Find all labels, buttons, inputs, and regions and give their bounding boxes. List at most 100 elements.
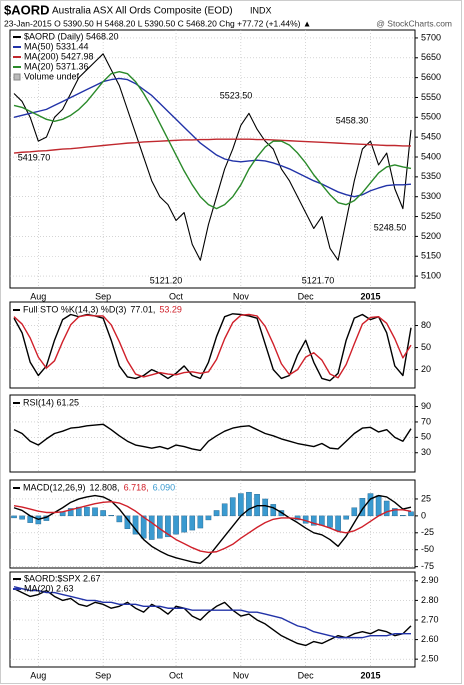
histogram-bar	[197, 515, 204, 529]
y-tick-label: 2.50	[421, 654, 439, 664]
histogram-bar	[408, 511, 414, 517]
y-tick-label: 5300	[421, 191, 441, 201]
quote: 23-Jan-2015 O 5390.50 H 5468.20 L 5390.5…	[4, 18, 311, 28]
panel-frame	[9, 479, 416, 569]
panel-title: MACD(12,26,9)	[23, 482, 86, 492]
histogram-bar	[84, 506, 90, 517]
histogram-bar	[132, 515, 139, 535]
y-tick-label: 0	[421, 510, 426, 520]
histogram-bar	[205, 515, 212, 521]
series-line	[13, 77, 412, 198]
series-line	[13, 138, 412, 154]
histogram-bar	[165, 515, 171, 538]
histogram-bar	[327, 515, 333, 528]
y-tick-label: 5600	[421, 72, 441, 82]
y-tick-label: 5150	[421, 251, 441, 261]
series-line	[13, 313, 412, 379]
price-annotation: 5419.70	[18, 152, 51, 162]
y-tick-label: 50	[421, 342, 431, 352]
histogram-bar	[375, 495, 382, 517]
x-tick-label: Oct	[169, 291, 184, 301]
histogram-bar	[148, 515, 155, 540]
panel-title: RSI(14) 61.25	[23, 397, 79, 407]
y-tick-label: 20	[421, 364, 431, 374]
histogram-bar	[391, 508, 398, 517]
histogram-bar	[319, 515, 325, 526]
histogram-bar	[221, 503, 228, 517]
security-name: Australia ASX All Ords Composite (EOD)	[52, 6, 233, 17]
y-tick-label: 70	[421, 416, 431, 426]
y-tick-label: 5650	[421, 52, 441, 62]
histogram-bar	[108, 515, 115, 517]
legend-label: Volume undef	[24, 71, 80, 81]
histogram-bar	[335, 515, 341, 531]
x-tick-label: Sep	[95, 291, 111, 301]
histogram-bar	[116, 515, 123, 523]
legend-label: 12.808,	[90, 482, 120, 492]
x-tick-label: Sep	[95, 670, 111, 680]
histogram-bar	[100, 510, 106, 517]
y-tick-label: 5400	[421, 151, 441, 161]
watermark: @ StockCharts.com	[376, 18, 452, 28]
legend-label: $AORD (Daily) 5468.20	[24, 31, 119, 41]
price-annotation: 5248.50	[374, 222, 407, 232]
x-tick-label: Aug	[30, 291, 46, 301]
histogram-bar	[67, 508, 74, 517]
price-annotation: 5523.50	[220, 90, 253, 100]
histogram-bar	[351, 507, 358, 517]
legend-label: MA(20) 2.63	[24, 583, 74, 593]
y-tick-label: 5200	[421, 231, 441, 241]
legend-label: MA(50) 5331.44	[24, 41, 89, 51]
y-tick-label: 5700	[421, 32, 441, 42]
x-tick-label: 2015	[360, 670, 380, 680]
y-tick-label: 5100	[421, 270, 441, 280]
histogram-bar	[270, 504, 277, 517]
y-tick-label: -50	[421, 544, 434, 554]
price-annotation: 5458.30	[336, 115, 369, 125]
y-tick-label: 5450	[421, 132, 441, 142]
y-tick-label: 2.70	[421, 614, 439, 624]
exchange: INDX	[250, 5, 272, 15]
histogram-bar	[367, 493, 374, 517]
x-tick-label: Nov	[233, 670, 250, 680]
histogram-bar	[359, 498, 366, 517]
y-tick-label: 2.60	[421, 634, 439, 644]
legend-swatch	[13, 73, 21, 81]
histogram-bar	[19, 515, 25, 520]
y-tick-label: 5250	[421, 211, 441, 221]
legend-label: 53.29	[159, 304, 182, 314]
histogram-bar	[246, 491, 252, 517]
histogram-bar	[400, 515, 406, 517]
series-line	[13, 586, 411, 639]
x-tick-label: Nov	[233, 291, 250, 301]
histogram-bar	[181, 515, 187, 533]
histogram-bar	[343, 515, 349, 520]
histogram-bar	[383, 500, 390, 517]
y-tick-label: 5350	[421, 171, 441, 181]
panel-title: Full STO %K(14,3) %D(3)	[23, 304, 126, 314]
histogram-bar	[140, 515, 147, 539]
y-tick-label: 5550	[421, 92, 441, 102]
histogram-bar	[238, 493, 244, 517]
y-tick-label: 90	[421, 401, 431, 411]
histogram-bar	[229, 497, 236, 517]
histogram-bar	[92, 507, 98, 517]
legend-label: $AORD:$SPX 2.67	[24, 573, 101, 583]
histogram-bar	[213, 510, 220, 517]
x-tick-label: Dec	[298, 670, 315, 680]
legend-label: 77.01,	[130, 304, 155, 314]
y-tick-label: 30	[421, 447, 431, 457]
x-tick-label: 2015	[360, 291, 380, 301]
histogram-bar	[262, 498, 268, 517]
y-tick-label: -75	[421, 561, 434, 571]
legend-label: MA(200) 5427.98	[24, 51, 94, 61]
y-tick-label: 2.90	[421, 575, 439, 585]
y-tick-label: -25	[421, 527, 434, 537]
y-tick-label: 2.80	[421, 595, 439, 605]
legend-label: MA(20) 5371.36	[24, 61, 89, 71]
y-tick-label: 25	[421, 493, 431, 503]
histogram-bar	[310, 515, 317, 526]
series-line	[13, 70, 412, 210]
series-line	[13, 53, 412, 261]
